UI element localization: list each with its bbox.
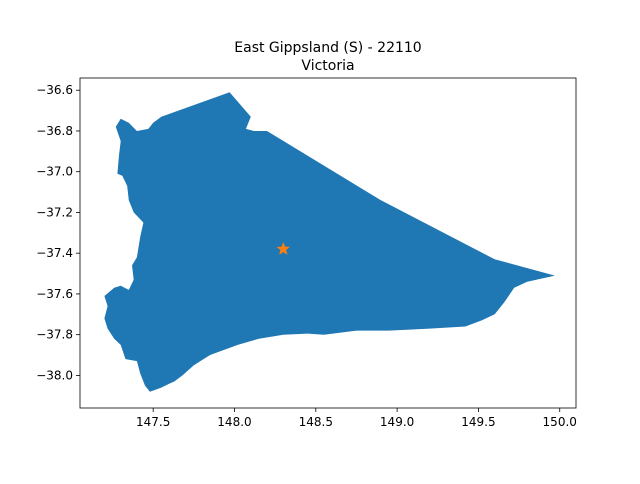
map-subtitle: Victoria (301, 58, 354, 74)
y-tick-label: −38.0 (36, 368, 73, 382)
y-tick-label: −37.2 (36, 205, 73, 219)
axes: 147.5 148.0 148.5 149.0 149.5 150.0 −36.6 −36.8… (36, 77, 577, 429)
x-tick-label: 148.0 (217, 415, 251, 429)
x-tick-label: 148.5 (299, 415, 333, 429)
x-tick-label: 147.5 (136, 415, 170, 429)
y-tick-label: −37.4 (36, 246, 73, 260)
region-polygon (104, 92, 555, 392)
plot-area (104, 92, 555, 392)
x-tick-label: 150.0 (543, 415, 577, 429)
x-tick-label: 149.0 (380, 415, 414, 429)
x-tick-label: 149.5 (461, 415, 495, 429)
y-tick-label: −37.0 (36, 165, 73, 179)
y-tick-label: −36.6 (36, 83, 73, 97)
centroid-star-marker (276, 241, 291, 255)
y-tick-label: −37.8 (36, 328, 73, 342)
axes-frame (79, 77, 577, 409)
map-title: East Gippsland (S) - 22110 (234, 40, 421, 56)
y-tick-label: −36.8 (36, 124, 73, 138)
y-tick-label: −37.6 (36, 287, 73, 301)
